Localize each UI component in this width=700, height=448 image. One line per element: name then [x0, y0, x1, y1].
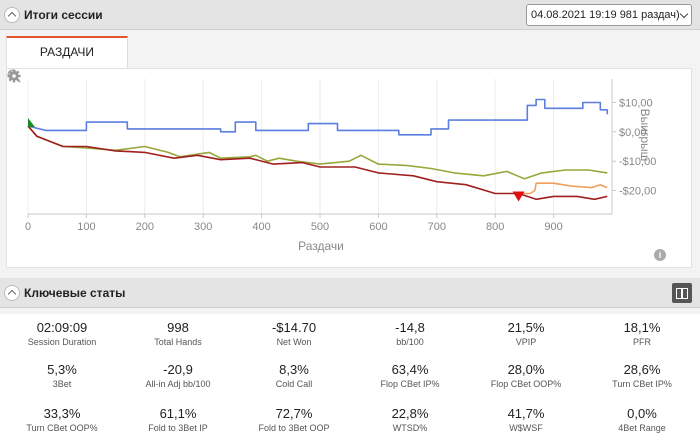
stat-value: 41,7% [507, 406, 545, 421]
stat-label: W$WSF [509, 423, 543, 433]
stat-value: 21,5% [507, 320, 545, 335]
stat-value: -$14.70 [271, 320, 317, 335]
x-tick-label: 300 [194, 221, 212, 233]
stat-value: 5,3% [47, 362, 77, 377]
stat-item: 0,0% 4Bet Range [584, 406, 700, 433]
stat-label: 3Bet [52, 379, 72, 389]
series-line [518, 182, 608, 195]
stat-item: 61,1% Fold to 3Bet IP [120, 406, 236, 433]
stat-item: -20,9 All-in Adj bb/100 [120, 362, 236, 389]
session-select-value: 04.08.2021 19:19 981 раздач) [531, 9, 680, 21]
stat-item: -$14.70 Net Won [236, 320, 352, 347]
session-header: Итоги сессии 04.08.2021 19:19 981 раздач… [0, 0, 700, 30]
stat-label: Fold to 3Bet OOP [258, 423, 330, 433]
drop-marker [512, 191, 525, 202]
stat-value: 02:09:09 [36, 320, 88, 335]
stat-value: 0,0% [627, 406, 657, 421]
stat-value: -14,8 [395, 320, 425, 335]
winnings-chart: 0 100 200 300 400 500 600 700 800 900 $10,00 $0,00 -… [6, 68, 692, 268]
x-tick-label: 0 [25, 221, 31, 233]
y-tick-label: $0,00 [619, 127, 647, 139]
x-tick-label: 100 [77, 221, 95, 233]
stat-label: Cold Call [275, 379, 313, 389]
stat-label: PFR [633, 337, 651, 347]
y-tick-label: -$10,00 [619, 156, 656, 168]
stat-label: Session Duration [27, 337, 97, 347]
x-tick-label: 800 [486, 221, 504, 233]
session-title: Итоги сессии [24, 8, 103, 22]
stat-label: 4Bet Range [618, 423, 666, 433]
tab-bar: РАЗДАЧИ [0, 30, 700, 68]
x-tick-label: 400 [252, 221, 270, 233]
stat-value: 18,1% [623, 320, 661, 335]
stat-label: Total Hands [154, 337, 202, 347]
stat-label: WTSD% [392, 423, 428, 433]
collapse-session-icon[interactable] [4, 7, 20, 23]
info-icon[interactable]: i [654, 249, 666, 261]
stat-item: 21,5% VPIP [468, 320, 584, 347]
stat-item: 8,3% Cold Call [236, 362, 352, 389]
series-line [27, 125, 608, 180]
stats-grid: 02:09:09 Session Duration 998 Total Hands -$… [0, 314, 700, 448]
stat-item: 02:09:09 Session Duration [4, 320, 120, 347]
stat-label: All-in Adj bb/100 [145, 379, 211, 389]
stats-header: Ключевые статы [0, 278, 700, 308]
stat-label: Turn CBet IP% [612, 379, 672, 389]
stat-label: Flop CBet IP% [380, 379, 440, 389]
series-line [27, 125, 608, 201]
chart-canvas: 0 100 200 300 400 500 600 700 800 900 $10,00 $0,00 -… [25, 79, 656, 253]
stat-value: 28,6% [623, 362, 661, 377]
chevron-down-icon [679, 9, 689, 19]
stat-item: 18,1% PFR [584, 320, 700, 347]
layout-columns-icon[interactable] [672, 283, 692, 303]
x-tick-label: 500 [311, 221, 329, 233]
stat-item: 28,0% Flop CBet OOP% [468, 362, 584, 389]
stat-value: 22,8% [391, 406, 429, 421]
y-tick-label: -$20,00 [619, 186, 656, 198]
stat-value: 61,1% [159, 406, 197, 421]
x-tick-label: 200 [136, 221, 154, 233]
x-tick-label: 900 [544, 221, 562, 233]
y-tick-label: $10,00 [619, 97, 653, 109]
start-marker [28, 117, 35, 127]
x-tick-label: 600 [369, 221, 387, 233]
stat-item: 28,6% Turn CBet IP% [584, 362, 700, 389]
stat-label: Flop CBet OOP% [490, 379, 562, 389]
stat-item: 33,3% Turn CBet OOP% [4, 406, 120, 433]
stat-value: 8,3% [279, 362, 309, 377]
stat-label: Turn CBet OOP% [26, 423, 98, 433]
stat-label: Fold to 3Bet IP [148, 423, 208, 433]
series-line [27, 98, 609, 136]
stat-item: 5,3% 3Bet [4, 362, 120, 389]
stat-label: Net Won [276, 337, 312, 347]
gear-icon[interactable] [7, 69, 21, 83]
stat-value: 63,4% [391, 362, 429, 377]
session-select[interactable]: 04.08.2021 19:19 981 раздач) [526, 4, 692, 26]
stat-item: 998 Total Hands [120, 320, 236, 347]
stat-item: 22,8% WTSD% [352, 406, 468, 433]
stat-value: 28,0% [507, 362, 545, 377]
stat-label: bb/100 [396, 337, 424, 347]
stat-label: VPIP [515, 337, 537, 347]
stat-item: 63,4% Flop CBet IP% [352, 362, 468, 389]
stat-item: 41,7% W$WSF [468, 406, 584, 433]
stat-item: 72,7% Fold to 3Bet OOP [236, 406, 352, 433]
stat-value: 33,3% [43, 406, 81, 421]
stats-title: Ключевые статы [24, 286, 126, 300]
x-axis-label: Раздачи [298, 239, 344, 253]
stat-item: -14,8 bb/100 [352, 320, 468, 347]
stat-value: -20,9 [163, 362, 193, 377]
x-tick-label: 700 [428, 221, 446, 233]
stat-value: 72,7% [275, 406, 313, 421]
stat-value: 998 [167, 320, 189, 335]
tab-hands[interactable]: РАЗДАЧИ [6, 36, 128, 68]
y-axis-label: Выигрыш [638, 109, 652, 162]
collapse-stats-icon[interactable] [4, 285, 20, 301]
